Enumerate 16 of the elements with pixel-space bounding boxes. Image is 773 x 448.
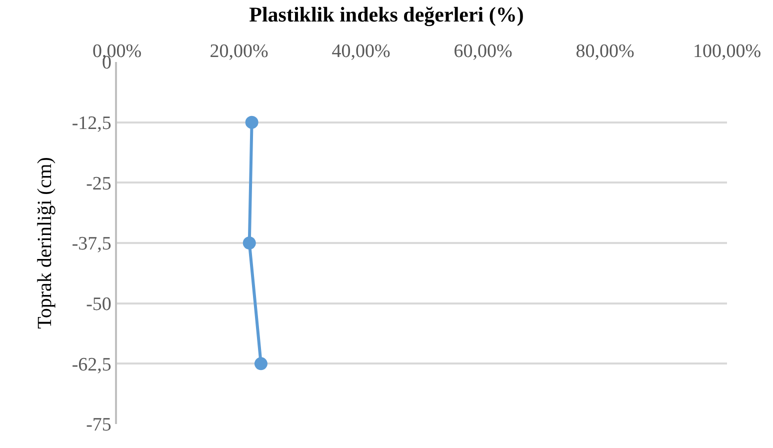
y-tick-label: -62,5 bbox=[72, 354, 112, 376]
chart-title: Plastiklik indeks değerleri (%) bbox=[249, 2, 524, 26]
x-tick-label: 40,00% bbox=[332, 41, 390, 62]
y-tick-label: -50 bbox=[86, 294, 112, 315]
x-tick-label: 80,00% bbox=[576, 41, 634, 62]
y-tick-label: -75 bbox=[86, 414, 112, 436]
point bbox=[254, 357, 268, 370]
x-tick-label: 20,00% bbox=[210, 41, 268, 62]
point bbox=[242, 236, 256, 250]
y-tick-label: -37,5 bbox=[72, 234, 112, 255]
x-tick-label: 100,00% bbox=[692, 41, 762, 62]
point bbox=[245, 116, 258, 129]
y-tick-label: -12,5 bbox=[72, 112, 112, 134]
y-tick-label: -25 bbox=[86, 173, 112, 194]
y-axis-title: Toprak derinliği (cm) bbox=[34, 157, 56, 329]
x-tick-label: 60,00% bbox=[454, 41, 512, 62]
